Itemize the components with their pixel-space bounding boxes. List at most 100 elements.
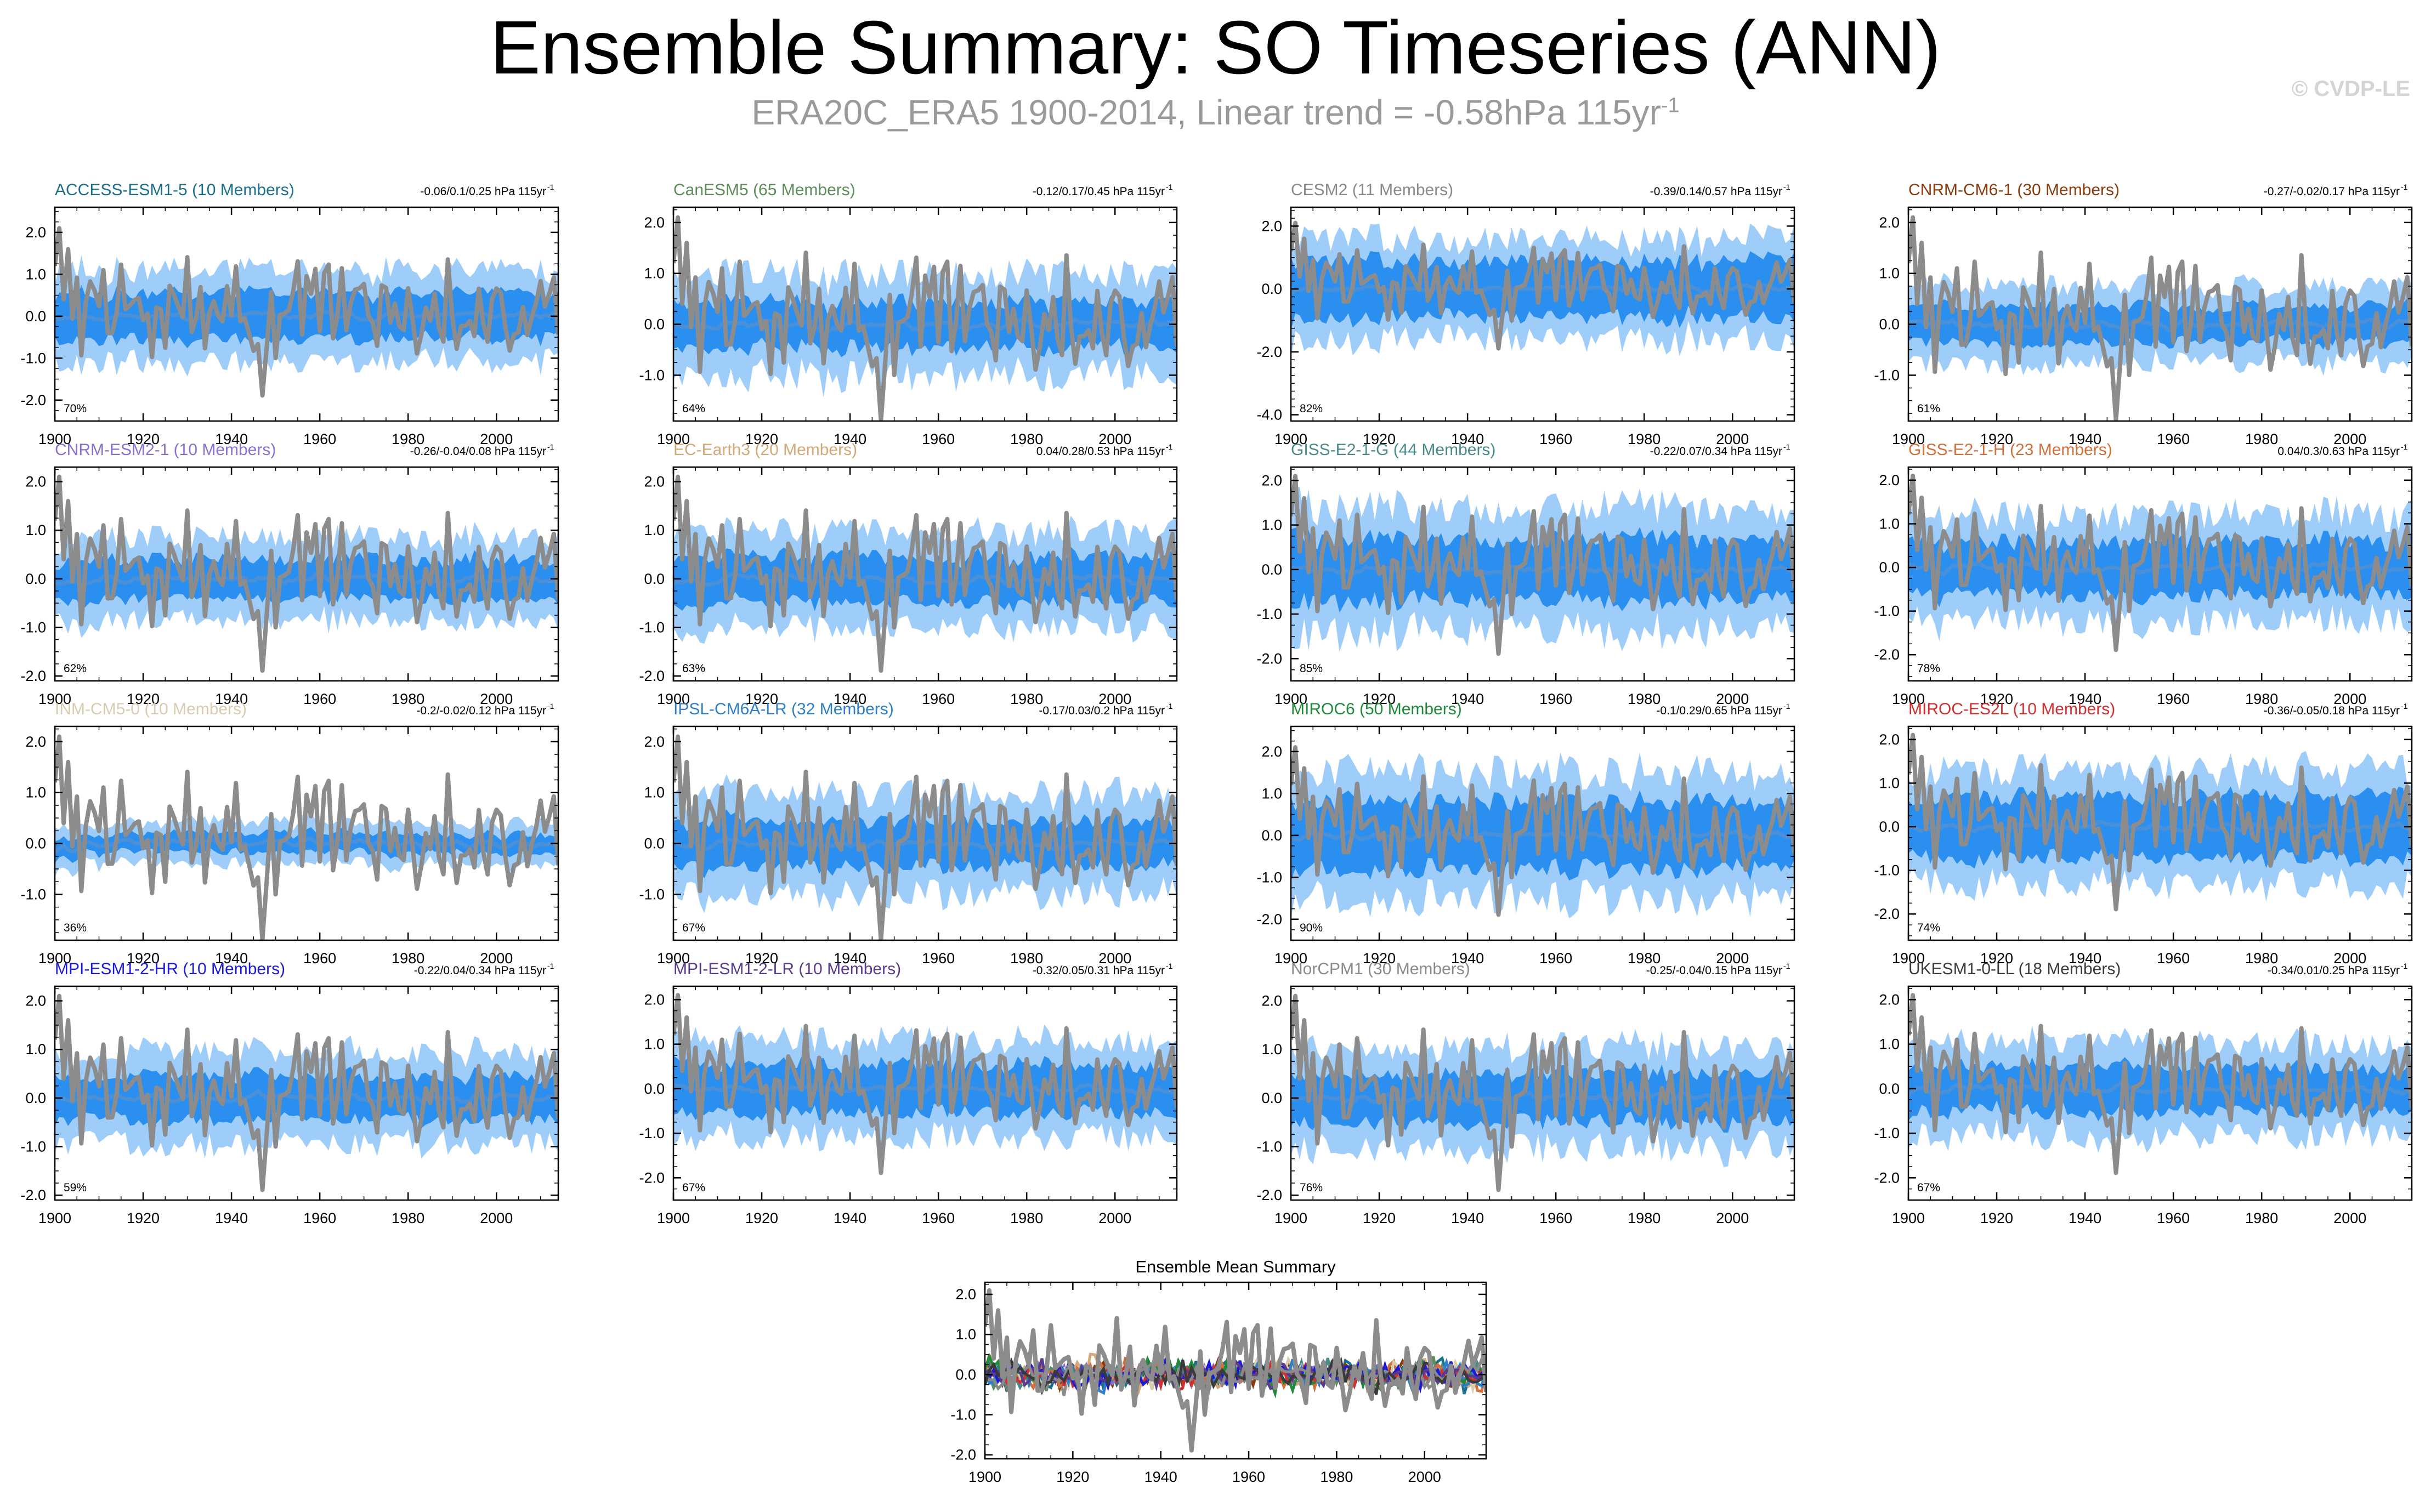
y-tick-label: 0.0 xyxy=(25,308,46,325)
panel-title: NorCPM1 (30 Members) xyxy=(1291,960,1470,978)
panel-percent: 90% xyxy=(1300,922,1323,934)
x-tick-label: 1960 xyxy=(303,950,336,967)
y-tick-label: 1.0 xyxy=(955,1326,976,1343)
y-tick-label: 1.0 xyxy=(25,266,46,282)
y-tick-label: -2.0 xyxy=(20,1187,46,1203)
x-tick-label: 2000 xyxy=(1716,691,1749,707)
y-tick-label: 2.0 xyxy=(1879,214,1900,231)
panel-trend-superscript: -1 xyxy=(1166,183,1173,191)
y-tick-label: -1.0 xyxy=(639,367,665,383)
x-tick-label: 1900 xyxy=(657,950,690,967)
y-tick-label: -1.0 xyxy=(20,350,46,366)
panel-title: CanESM5 (65 Members) xyxy=(673,181,855,199)
chart-panel-15: -2.0 -1.0 0.0 1.0 2.0 1900 1920 1940 1960 1980 200… xyxy=(1874,960,2413,1226)
x-tick-label: 2000 xyxy=(1716,950,1749,967)
y-tick-label: 1.0 xyxy=(1879,775,1900,791)
x-tick-label: 1940 xyxy=(834,1210,866,1226)
plot-frame xyxy=(54,466,559,682)
x-tick-label: 1960 xyxy=(1232,1469,1265,1485)
panel-trend-superscript: -1 xyxy=(1166,962,1173,970)
x-tick-label: 1900 xyxy=(38,431,71,447)
page-subtitle: ERA20C_ERA5 1900-2014, Linear trend = -0… xyxy=(0,92,2431,133)
x-tick-label: 1940 xyxy=(2069,1210,2101,1226)
panel-percent: 67% xyxy=(1917,1181,1940,1194)
x-tick-label: 1940 xyxy=(834,691,866,707)
observed-line xyxy=(1291,474,1794,656)
page-title: Ensemble Summary: SO Timeseries (ANN) xyxy=(490,5,1941,90)
chart-panel-9: -1.0 0.0 1.0 2.0 1900 1920 1940 1960 1980 2000 IPS… xyxy=(639,700,1178,967)
panel-title: UKESM1-0-LL (18 Members) xyxy=(1908,960,2121,978)
panel-title: CESM2 (11 Members) xyxy=(1291,181,1453,199)
panel-percent: 70% xyxy=(64,402,87,415)
y-tick-label: 0.0 xyxy=(955,1366,976,1383)
y-tick-label: -1.0 xyxy=(1874,862,1900,879)
x-tick-label: 1960 xyxy=(303,691,336,707)
panel-trend: -0.34/0.01/0.25 hPa 115yr xyxy=(2268,964,2400,977)
panel-trend-superscript: -1 xyxy=(2401,962,2408,970)
panel-trend-superscript: -1 xyxy=(1783,702,1790,710)
x-tick-label: 1900 xyxy=(1892,1210,1925,1226)
y-tick-label: -2.0 xyxy=(1256,344,1282,360)
x-tick-label: 1940 xyxy=(2069,431,2101,447)
x-tick-label: 1900 xyxy=(1892,950,1925,967)
plot-area xyxy=(673,474,1177,673)
panel-trend-superscript: -1 xyxy=(1783,183,1790,191)
x-tick-label: 1900 xyxy=(1892,431,1925,447)
chart-panel-12: -2.0 -1.0 0.0 1.0 2.0 1900 1920 1940 1960 1980 200… xyxy=(20,960,559,1226)
observed-line xyxy=(673,993,1177,1175)
x-tick-label: 1960 xyxy=(2157,1210,2190,1226)
chart-panel-5: -2.0 -1.0 0.0 1.0 2.0 1900 1920 1940 1960 1980 200… xyxy=(639,441,1178,707)
x-tick-label: 1980 xyxy=(392,691,424,707)
panel-trend: -0.32/0.05/0.31 hPa 115yr xyxy=(1033,964,1165,977)
chart-panel-2: -4.0 -2.0 0.0 2.0 1900 1920 1940 1960 1980 2000 CE… xyxy=(1256,181,1795,447)
observed-line xyxy=(55,993,558,1192)
observed-line xyxy=(55,226,558,398)
plot-frame xyxy=(1907,985,2413,1201)
x-tick-label: 1960 xyxy=(2157,431,2190,447)
panel-trend: -0.12/0.17/0.45 hPa 115yr xyxy=(1033,185,1165,198)
y-tick-label: -1.0 xyxy=(20,886,46,902)
x-tick-label: 1980 xyxy=(392,950,424,967)
y-tick-label: 2.0 xyxy=(1261,993,1282,1009)
x-tick-label: 1980 xyxy=(1010,950,1043,967)
observed-line xyxy=(1291,993,1794,1192)
x-tick-label: 1980 xyxy=(2245,691,2278,707)
observed-line xyxy=(1908,215,2412,421)
y-tick-label: 1.0 xyxy=(644,522,665,538)
x-tick-label: 2000 xyxy=(1098,431,1131,447)
y-tick-label: 2.0 xyxy=(644,474,665,490)
panel-title: ACCESS-ESM1-5 (10 Members) xyxy=(55,181,294,199)
x-tick-label: 1980 xyxy=(1010,691,1043,707)
x-tick-label: 2000 xyxy=(480,950,513,967)
x-tick-label: 1940 xyxy=(215,691,248,707)
chart-panel-4: -2.0 -1.0 0.0 1.0 2.0 1900 1920 1940 1960 1980 200… xyxy=(20,441,559,707)
plot-area xyxy=(55,993,558,1192)
panel-title: Ensemble Mean Summary xyxy=(1135,1257,1336,1276)
y-tick-label: -1.0 xyxy=(20,1139,46,1155)
y-tick-label: -2.0 xyxy=(20,392,46,408)
plot-frame xyxy=(672,206,1178,422)
y-tick-label: 2.0 xyxy=(644,734,665,750)
x-tick-label: 1940 xyxy=(1144,1469,1177,1485)
y-tick-label: 2.0 xyxy=(1879,731,1900,748)
observed-line xyxy=(985,1288,1486,1453)
x-tick-label: 1920 xyxy=(127,691,160,707)
x-tick-label: 1960 xyxy=(922,691,955,707)
x-tick-label: 2000 xyxy=(1098,691,1131,707)
x-tick-label: 1960 xyxy=(2157,950,2190,967)
y-tick-label: -1.0 xyxy=(950,1407,976,1423)
subtitle-superscript: -1 xyxy=(1661,94,1680,117)
x-tick-label: 1900 xyxy=(1274,431,1307,447)
plot-area xyxy=(673,993,1177,1175)
y-tick-label: 0.0 xyxy=(644,1081,665,1097)
panel-title: GISS-E2-1-H (23 Members) xyxy=(1908,441,2112,459)
y-tick-label: -1.0 xyxy=(20,619,46,636)
x-tick-label: 1940 xyxy=(1451,691,1484,707)
y-tick-label: 0.0 xyxy=(25,1090,46,1106)
y-tick-label: -1.0 xyxy=(639,1125,665,1141)
chart-panel-13: -2.0 -1.0 0.0 1.0 2.0 1900 1920 1940 1960 1980 200… xyxy=(639,960,1178,1226)
y-tick-label: 2.0 xyxy=(1879,991,1900,1008)
y-tick-label: -1.0 xyxy=(1256,606,1282,622)
panel-percent: 76% xyxy=(1300,1181,1323,1194)
y-tick-label: 1.0 xyxy=(25,1041,46,1058)
